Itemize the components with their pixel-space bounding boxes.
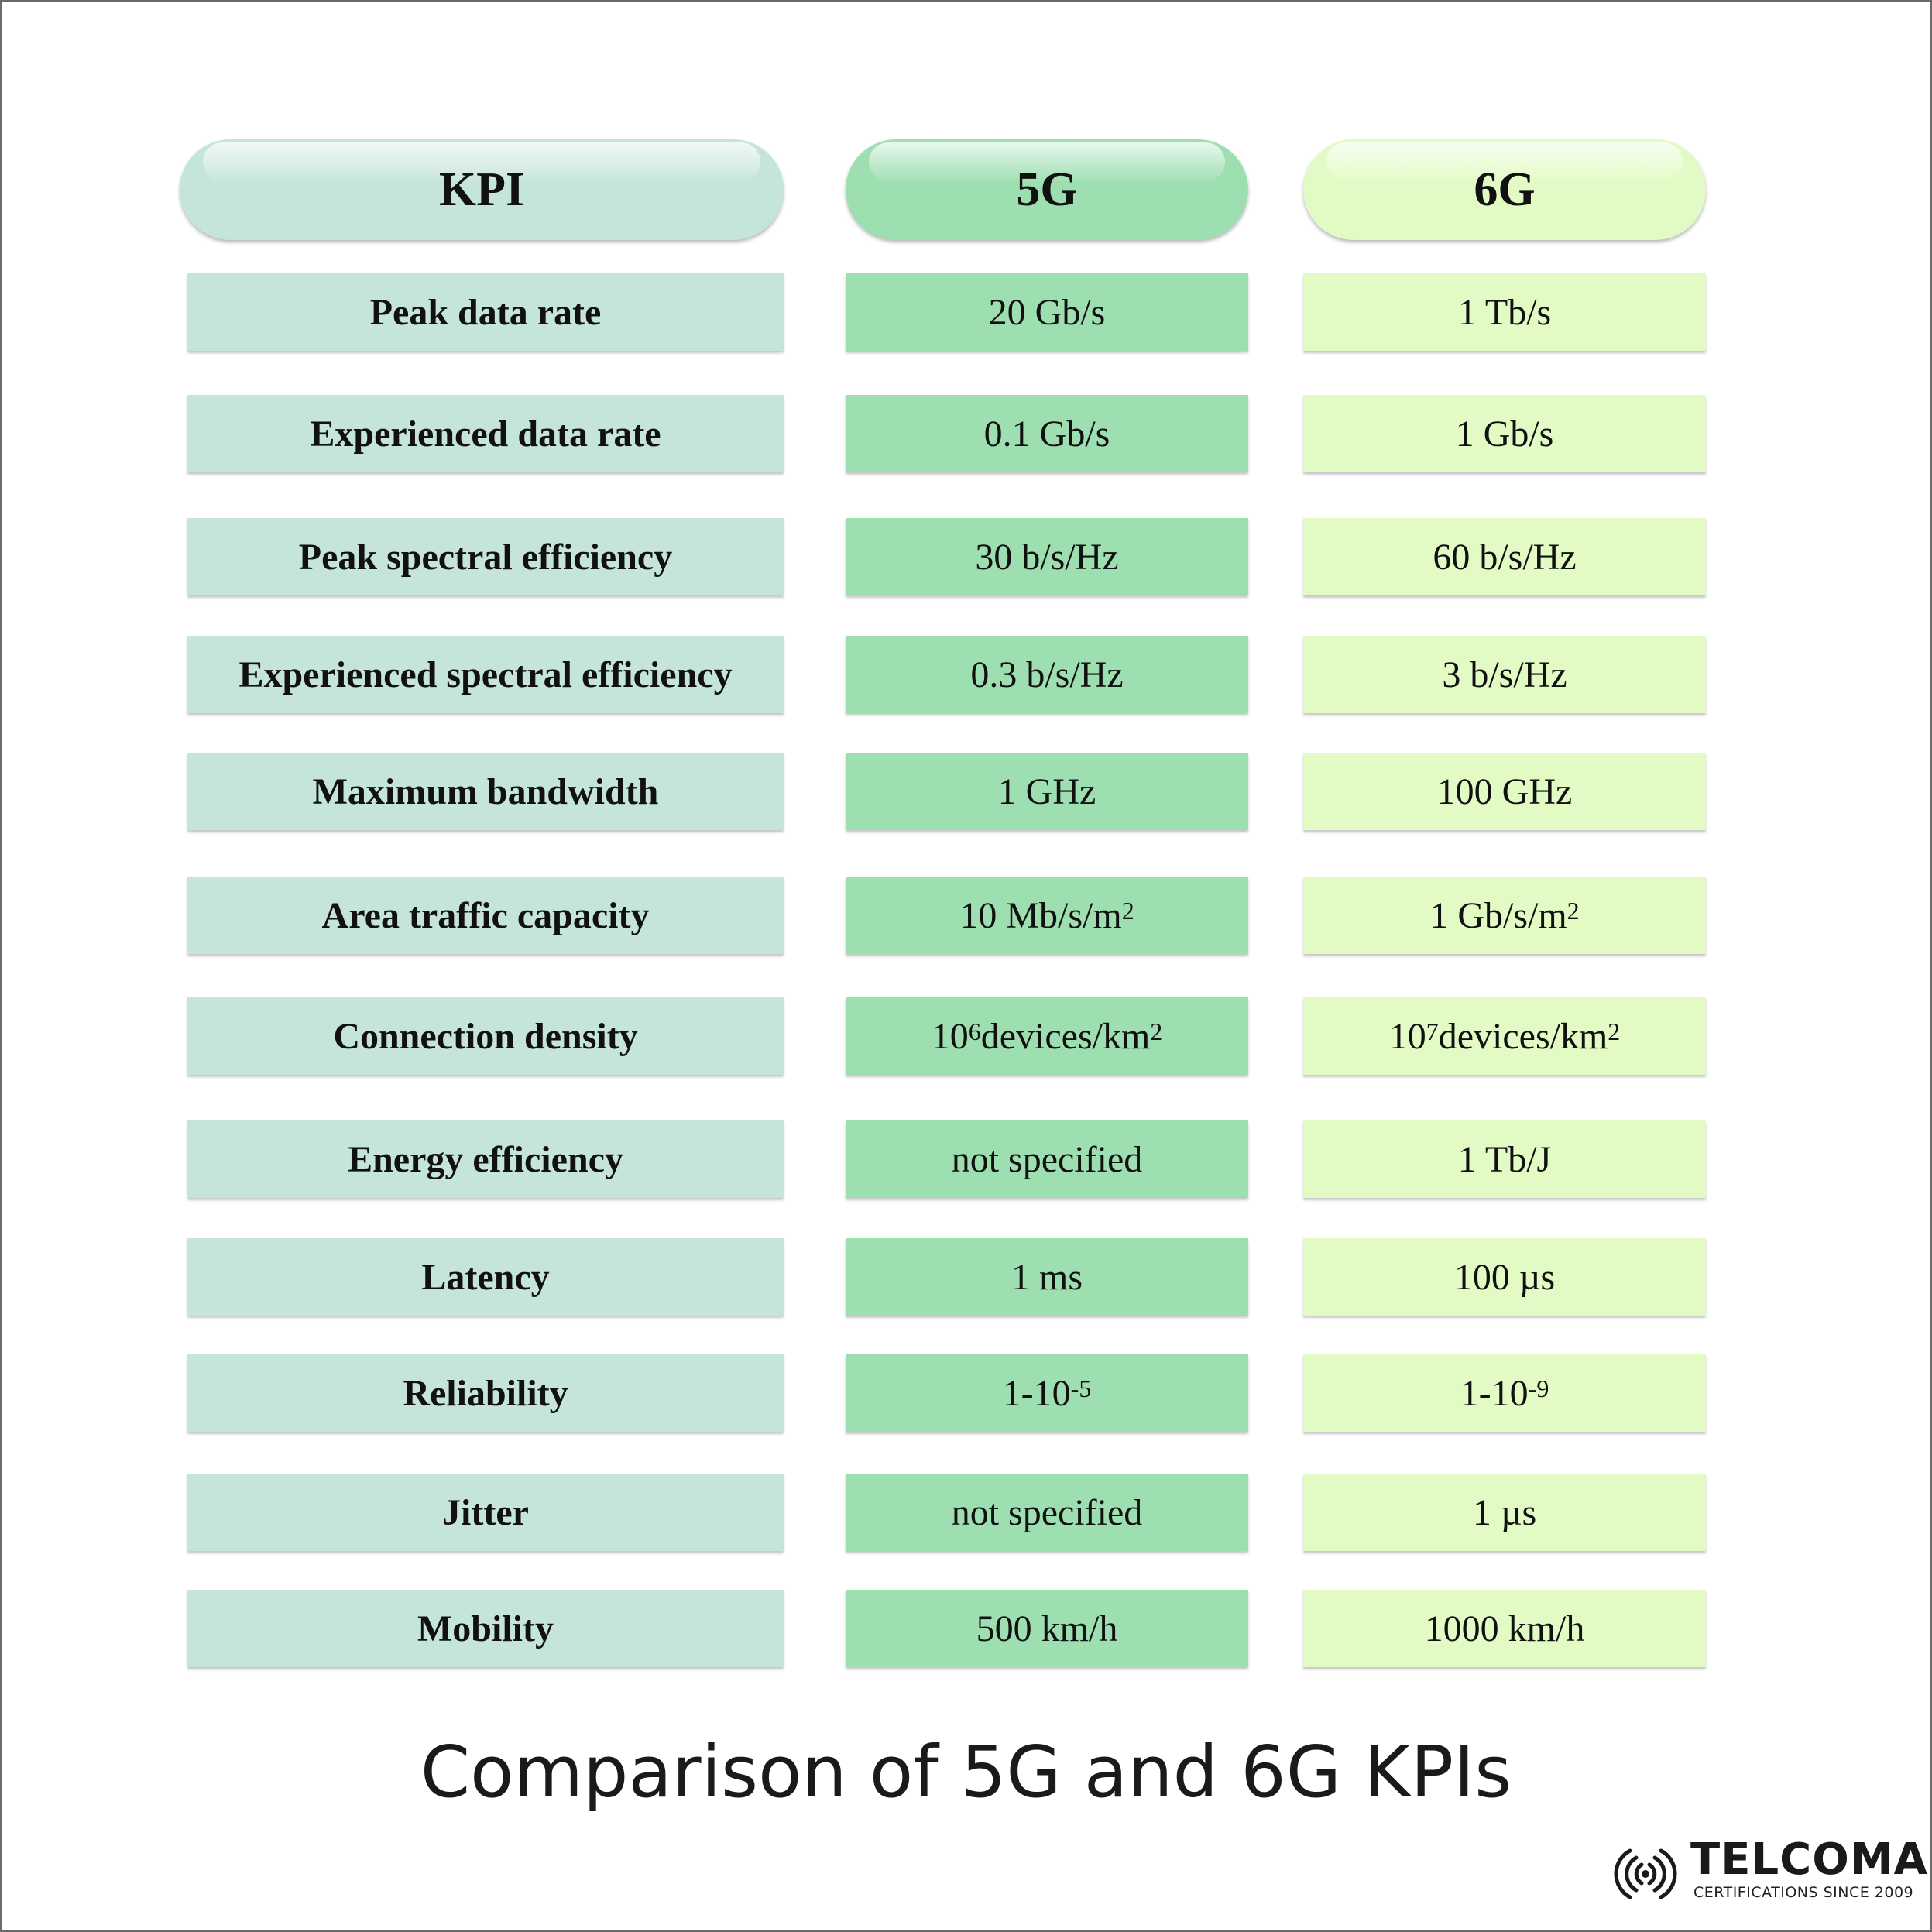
value-cell-6g: 1 Gb/s [1303, 395, 1706, 472]
value-superscript: 6 [968, 1017, 981, 1045]
value-text: 1000 km/h [1424, 1608, 1585, 1649]
value-superscript: 2 [1608, 1017, 1621, 1045]
value-text: 10 Mb/s/m [959, 894, 1122, 936]
value-superscript: 2 [1567, 897, 1580, 925]
value-text: 1 ms [1011, 1256, 1083, 1298]
kpi-label-cell: Peak data rate [187, 273, 784, 351]
value-text: 500 km/h [976, 1608, 1118, 1649]
value-text: 0.1 Gb/s [983, 413, 1110, 455]
logo-tagline: CERTIFICATIONS SINCE 2009 [1694, 1884, 1914, 1901]
column-header-6g: 6G [1303, 139, 1706, 240]
value-text: 20 Gb/s [988, 291, 1106, 333]
value-text: 30 b/s/Hz [975, 536, 1119, 578]
value-text: not specified [951, 1491, 1143, 1533]
value-cell-5g: 500 km/h [846, 1590, 1248, 1667]
kpi-label-cell: Experienced spectral efficiency [187, 636, 784, 713]
value-cell-5g: 20 Gb/s [846, 273, 1248, 351]
kpi-label-cell: Area traffic capacity [187, 877, 784, 954]
value-superscript: 7 [1426, 1017, 1439, 1045]
value-cell-6g: 10 7 devices/km 2 [1303, 997, 1706, 1075]
value-cell-6g: 1-10 -9 [1303, 1354, 1706, 1432]
value-cell-5g: 0.1 Gb/s [846, 395, 1248, 472]
value-cell-5g: 0.3 b/s/Hz [846, 636, 1248, 713]
value-superscript: -5 [1070, 1374, 1092, 1402]
kpi-comparison-table: KPI 5G 6G Peak data rate 20 Gb/s 1 Tb/s Exp… [180, 139, 1706, 1667]
column-header-kpi: KPI [180, 139, 784, 240]
telcoma-logo: TELCOMA CERTIFICATIONS SINCE 2009 [1607, 1834, 1927, 1909]
column-header-5g: 5G [846, 139, 1248, 240]
chart-title: Comparison of 5G and 6G KPIs [420, 1731, 1512, 1814]
value-cell-6g: 1 µs [1303, 1474, 1706, 1551]
kpi-label-cell: Energy efficiency [187, 1120, 784, 1198]
value-text: 10 [1388, 1015, 1426, 1057]
value-superscript: 2 [1150, 1017, 1163, 1045]
value-superscript: 2 [1121, 897, 1134, 925]
value-cell-6g: 1 Tb/J [1303, 1120, 1706, 1198]
value-unit-text: devices/km [1438, 1015, 1608, 1057]
value-cell-6g: 3 b/s/Hz [1303, 636, 1706, 713]
kpi-label-cell: Mobility [187, 1590, 784, 1667]
value-text: not specified [951, 1138, 1143, 1180]
logo-name: TELCOMA [1690, 1834, 1928, 1885]
value-superscript: -9 [1528, 1374, 1549, 1402]
kpi-label-cell: Latency [187, 1238, 784, 1316]
value-cell-5g: 10 6 devices/km 2 [846, 997, 1248, 1075]
value-text: 100 GHz [1436, 770, 1573, 812]
value-cell-5g: 30 b/s/Hz [846, 518, 1248, 595]
value-text: 1-10 [1002, 1372, 1071, 1414]
value-cell-6g: 1 Tb/s [1303, 273, 1706, 351]
value-cell-5g: 1 ms [846, 1238, 1248, 1316]
kpi-label-cell: Experienced data rate [187, 395, 784, 472]
value-text: 1 Gb/s/m [1429, 894, 1567, 936]
value-text: 1-10 [1460, 1372, 1529, 1414]
kpi-label-cell: Maximum bandwidth [187, 753, 784, 830]
value-text: 1 Tb/s [1457, 291, 1552, 333]
value-text: 1 Tb/J [1457, 1138, 1552, 1180]
value-cell-6g: 1 Gb/s/m 2 [1303, 877, 1706, 954]
value-cell-5g: 10 Mb/s/m 2 [846, 877, 1248, 954]
value-text: 1 GHz [997, 770, 1096, 812]
value-text: 1 µs [1472, 1491, 1537, 1533]
signal-waves-icon [1614, 1848, 1677, 1899]
value-cell-5g: 1-10 -5 [846, 1354, 1248, 1432]
value-text: 1 Gb/s [1455, 413, 1554, 455]
value-cell-6g: 1000 km/h [1303, 1590, 1706, 1667]
value-cell-5g: 1 GHz [846, 753, 1248, 830]
kpi-label-cell: Reliability [187, 1354, 784, 1432]
value-cell-6g: 100 µs [1303, 1238, 1706, 1316]
value-text: 3 b/s/Hz [1442, 654, 1567, 695]
value-cell-5g: not specified [846, 1474, 1248, 1551]
value-cell-6g: 100 GHz [1303, 753, 1706, 830]
value-text: 10 [931, 1015, 969, 1057]
kpi-label-cell: Peak spectral efficiency [187, 518, 784, 595]
kpi-label-cell: Jitter [187, 1474, 784, 1551]
value-text: 100 µs [1453, 1256, 1556, 1298]
value-text: 0.3 b/s/Hz [970, 654, 1124, 695]
value-cell-6g: 60 b/s/Hz [1303, 518, 1706, 595]
value-cell-5g: not specified [846, 1120, 1248, 1198]
value-unit-text: devices/km [980, 1015, 1151, 1057]
kpi-label-cell: Connection density [187, 997, 784, 1075]
value-text: 60 b/s/Hz [1433, 536, 1577, 578]
